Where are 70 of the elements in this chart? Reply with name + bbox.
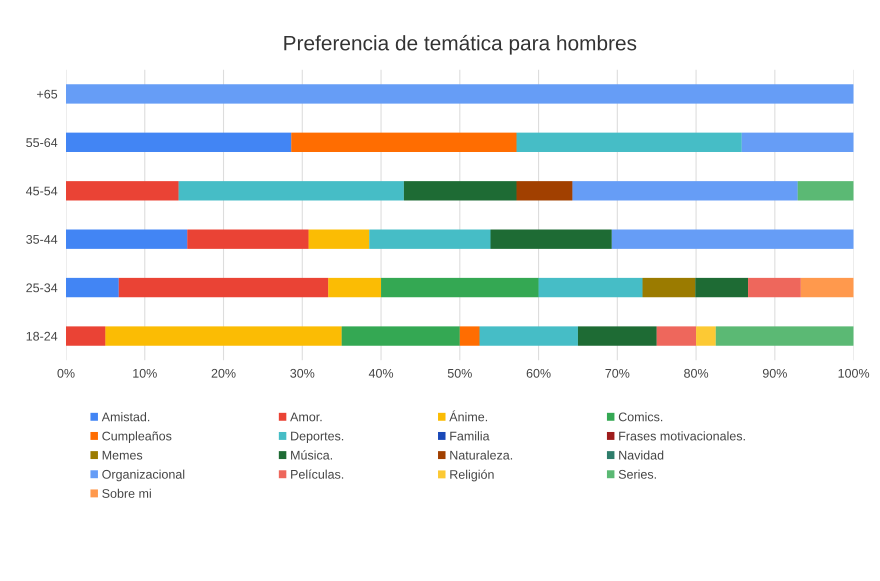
bar	[742, 132, 854, 152]
x-tick-label: 70%	[605, 368, 630, 378]
x-tick-label: 80%	[684, 368, 708, 378]
x-tick-label: 90%	[762, 368, 787, 378]
bar	[404, 181, 517, 200]
bar	[66, 278, 119, 298]
bar	[105, 326, 342, 346]
bar	[656, 326, 696, 346]
x-tick-label: 40%	[368, 368, 394, 378]
bar	[748, 278, 801, 298]
bar	[66, 326, 106, 346]
y-tick-label: 55-64	[26, 138, 58, 147]
y-tick-label: 18-24	[26, 332, 58, 341]
bar	[178, 181, 404, 200]
bar	[696, 326, 716, 346]
x-tick-label: 10%	[133, 368, 157, 378]
y-tick-label: 25-34	[26, 283, 58, 292]
bar	[572, 181, 798, 200]
bar	[308, 229, 370, 249]
legend-label: Memes	[102, 450, 142, 460]
bar	[381, 278, 539, 298]
legend-label: Frases motivacionales.	[619, 431, 745, 440]
legend-label: Ánime.	[449, 410, 488, 422]
legend-label: Música.	[291, 450, 332, 460]
x-tick-label: 60%	[526, 368, 551, 378]
bar	[716, 326, 854, 346]
bar	[118, 278, 328, 298]
bar	[187, 229, 309, 249]
bar	[538, 278, 643, 298]
y-tick-label: 35-44	[26, 234, 58, 244]
bar	[516, 132, 742, 152]
bar	[800, 278, 854, 298]
x-tick-label: 0%	[57, 368, 75, 378]
y-tick-label: +65	[37, 90, 58, 99]
legend-label: Amistad.	[102, 412, 150, 422]
bar	[369, 229, 491, 249]
x-tick-label: 20%	[212, 368, 236, 378]
legend-label: Religión	[450, 470, 494, 482]
bar	[328, 278, 382, 298]
chart-title: Preferencia de temática para hombres	[284, 34, 636, 55]
y-tick-label: 45-54	[26, 186, 58, 196]
bar	[66, 181, 179, 200]
x-tick-label: 50%	[448, 368, 472, 378]
legend-label: Organizacional	[102, 470, 184, 482]
bar	[460, 326, 480, 346]
bar	[490, 229, 612, 249]
bar	[66, 84, 854, 104]
bar	[695, 278, 748, 298]
legend-label: Sobre mi	[102, 488, 151, 498]
legend-label: Películas.	[291, 469, 344, 479]
bar	[612, 229, 854, 249]
bar	[642, 278, 696, 298]
bar	[66, 229, 188, 249]
x-tick-label: 100%	[838, 368, 870, 378]
bar	[479, 326, 578, 346]
legend-label: Series.	[618, 470, 656, 479]
legend-label: Navidad	[619, 450, 664, 460]
bar	[578, 326, 657, 346]
legend-label: Deportes.	[291, 432, 344, 443]
legend-label: Naturaleza.	[450, 450, 512, 460]
legend-label: Amor.	[290, 412, 322, 422]
bar	[798, 181, 854, 200]
bar	[66, 132, 292, 152]
x-tick-label: 30%	[290, 368, 314, 378]
bar	[291, 132, 517, 152]
bar	[516, 181, 572, 200]
legend-label: Comics.	[618, 412, 662, 422]
legend-label: Familia	[450, 431, 490, 440]
bar	[342, 326, 460, 346]
legend-label: Cumpleaños	[102, 431, 172, 443]
